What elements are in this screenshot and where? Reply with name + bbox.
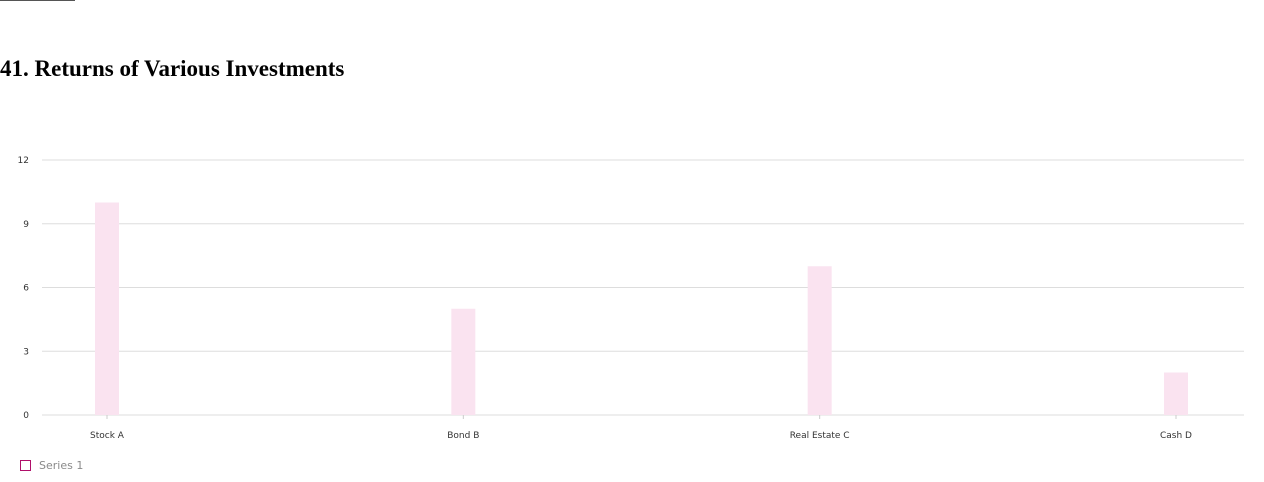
- bar-stock-a[interactable]: [95, 202, 119, 416]
- y-tick-label: 0: [23, 411, 29, 421]
- y-tick-label: 3: [23, 347, 29, 357]
- legend[interactable]: Series 1: [20, 459, 83, 472]
- x-axis-ticks: Stock A Bond B Real Estate C Cash D: [90, 415, 1192, 441]
- x-tick-label: Cash D: [1160, 431, 1192, 441]
- y-tick-label: 12: [18, 156, 29, 166]
- y-tick-label: 9: [23, 220, 29, 230]
- x-tick-label: Bond B: [447, 431, 479, 441]
- legend-swatch-series-1[interactable]: [20, 460, 31, 471]
- y-axis-ticks: 0 3 6 9 12: [18, 156, 30, 421]
- x-tick-label: Stock A: [90, 431, 125, 441]
- gridlines: [42, 159, 1244, 416]
- top-divider: [0, 0, 75, 1]
- bar-real-estate-c[interactable]: [807, 266, 832, 415]
- bar-bond-b[interactable]: [451, 308, 476, 415]
- legend-label-series-1: Series 1: [39, 459, 84, 472]
- y-tick-label: 6: [23, 284, 29, 294]
- bar-cash-d[interactable]: [1164, 372, 1188, 416]
- bars: [95, 202, 1188, 416]
- x-tick-label: Real Estate C: [790, 431, 850, 441]
- chart-title: 41. Returns of Various Investments: [0, 56, 345, 81]
